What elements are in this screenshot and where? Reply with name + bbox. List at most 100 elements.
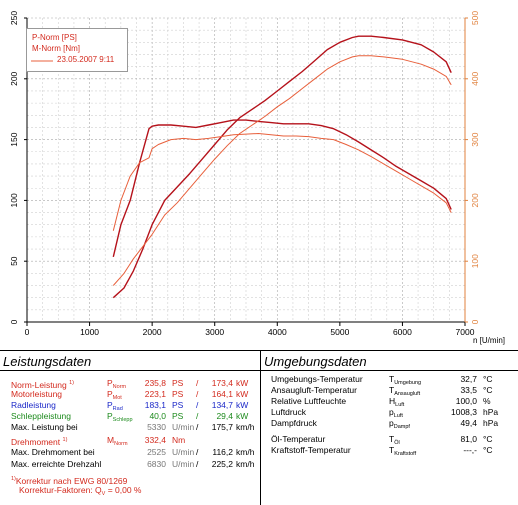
chart-legend: P-Norm [PS] M-Norm [Nm] 23.05.2007 9:11 — [26, 28, 128, 72]
umg-row-4-unit: hPa — [483, 418, 499, 428]
x-tick-label: 6000 — [393, 327, 412, 337]
umg-row-3-label: Luftdruck — [271, 407, 306, 417]
row-radleistung-v1: 183,1 — [144, 400, 166, 410]
y-right-tick-label: 200 — [470, 193, 480, 207]
row-schleppleistung-sym: PSchlepp — [107, 411, 133, 423]
x-axis-label: n [U/min] — [473, 336, 505, 345]
row-max-leistung-u2: km/h — [236, 422, 255, 432]
y-left-tick-label: 250 — [9, 11, 19, 25]
row-schleppleistung-u1: PS — [172, 411, 184, 421]
row-drehmoment-label: Drehmoment 1) — [11, 436, 68, 447]
row-motorleistung-sep: / — [196, 389, 199, 399]
footnote-korrektur: 1)Korrektur nach EWG 80/1269 — [11, 475, 128, 486]
umgebungsdaten-panel: Umgebungsdaten Umgebungs-Temperatur TUmg… — [260, 350, 518, 505]
umg-row-4-val: 49,4 — [460, 418, 477, 428]
x-tick-label: 4000 — [268, 327, 287, 337]
legend-line3: 23.05.2007 9:11 — [57, 55, 115, 64]
series-line-0 — [112, 35, 452, 299]
umg-row-5-label: Öl-Temperatur — [271, 434, 326, 444]
row-radleistung-sep: / — [196, 400, 199, 410]
y-left-tick-label: 100 — [9, 193, 19, 207]
legend-line1: P-Norm [PS] — [32, 33, 77, 42]
row-max-leistung-sep: / — [196, 422, 199, 432]
row-radleistung-label: Radleistung — [11, 400, 56, 410]
row-norm-leistung-sep: / — [196, 378, 199, 388]
row-max-drehmoment-u2: km/h — [236, 447, 255, 457]
footnote-faktoren: Korrektur-Faktoren: QV = 0,00 % — [19, 485, 142, 497]
umg-row-4-sym: pDampf — [389, 418, 410, 430]
row-motorleistung-v1: 223,1 — [144, 389, 166, 399]
umg-row-6-sym: TKraftstoff — [389, 445, 417, 457]
row-max-drehmoment-v1: 2525 — [147, 447, 166, 457]
y-right-tick-label: 500 — [470, 11, 480, 25]
umg-row-5-sym: TÖl — [389, 434, 400, 446]
row-max-leistung-v2: 175,7 — [211, 422, 233, 432]
x-tick-label: 3000 — [205, 327, 224, 337]
series-line-3 — [112, 133, 452, 231]
umg-row-2-val: 100,0 — [455, 396, 477, 406]
row-max-drehzahl-u1: U/min — [172, 459, 195, 469]
umg-row-6-label: Kraftstoff-Temperatur — [271, 445, 351, 455]
row-norm-leistung-u1: PS — [172, 378, 184, 388]
umg-row-1-val: 33,5 — [460, 385, 477, 395]
y-right-tick-label: 0 — [470, 319, 480, 324]
row-max-drehmoment-u1: U/min — [172, 447, 195, 457]
row-norm-leistung-u2: kW — [236, 378, 249, 388]
row-max-drehzahl-v2: 225,2 — [211, 459, 233, 469]
row-schleppleistung-u2: kW — [236, 411, 249, 421]
row-motorleistung-label: Motorleistung — [11, 389, 63, 399]
x-tick-label: 0 — [25, 327, 30, 337]
x-tick-label: 7000 — [456, 327, 475, 337]
row-max-drehzahl-v1: 6830 — [147, 459, 166, 469]
x-tick-label: 1000 — [80, 327, 99, 337]
row-schleppleistung-sep: / — [196, 411, 199, 421]
umg-row-5-unit: °C — [483, 434, 493, 444]
row-radleistung-u2: kW — [236, 400, 249, 410]
y-left-tick-label: 0 — [9, 319, 19, 324]
series-line-2 — [112, 55, 452, 286]
row-radleistung-v2: 134,7 — [211, 400, 233, 410]
umg-row-1-unit: °C — [483, 385, 493, 395]
row-max-drehmoment-sep: / — [196, 447, 199, 457]
umg-row-0-unit: °C — [483, 374, 493, 384]
y-right-tick-label: 400 — [470, 71, 480, 85]
row-radleistung-sym: PRad — [107, 400, 123, 412]
y-right-tick-label: 300 — [470, 132, 480, 146]
row-radleistung-u1: PS — [172, 400, 184, 410]
umg-row-5-val: 81,0 — [460, 434, 477, 444]
x-tick-label: 2000 — [143, 327, 162, 337]
legend-line2: M-Norm [Nm] — [32, 44, 80, 53]
row-max-leistung-u1: U/min — [172, 422, 195, 432]
row-norm-leistung-sym: PNorm — [107, 378, 127, 390]
umg-row-6-val: ---,- — [463, 445, 477, 455]
umg-row-3-sym: pLuft — [389, 407, 403, 419]
row-motorleistung-sym: PMot — [107, 389, 122, 401]
row-max-drehzahl-sep: / — [196, 459, 199, 469]
row-schleppleistung-label: Schleppleistung — [11, 411, 72, 421]
row-norm-leistung-label: Norm-Leistung 1) — [11, 379, 75, 390]
row-norm-leistung-v1: 235,8 — [144, 378, 166, 388]
umg-row-6-unit: °C — [483, 445, 493, 455]
umg-row-2-sym: HLuft — [389, 396, 405, 408]
row-drehmoment-v1: 332,4 — [144, 435, 166, 445]
series-line-1 — [112, 119, 452, 258]
x-tick-label: 5000 — [330, 327, 349, 337]
row-max-drehmoment-v2: 116,2 — [212, 447, 233, 457]
umg-row-0-val: 32,7 — [460, 374, 477, 384]
legend-swatch — [31, 60, 53, 62]
y-left-tick-label: 200 — [9, 71, 19, 85]
umg-row-0-sym: TUmgebung — [389, 374, 422, 386]
umg-row-2-label: Relative Luftfeuchte — [271, 396, 347, 406]
row-motorleistung-v2: 164,1 — [211, 389, 233, 399]
y-left-tick-label: 50 — [9, 256, 19, 266]
row-motorleistung-u2: kW — [236, 389, 249, 399]
row-max-leistung-label: Max. Leistung bei — [11, 422, 78, 432]
umg-row-4-label: Dampfdruck — [271, 418, 317, 428]
umg-row-2-unit: % — [483, 396, 491, 406]
umg-row-3-unit: hPa — [483, 407, 499, 417]
row-schleppleistung-v2: 29,4 — [216, 411, 233, 421]
row-motorleistung-u1: PS — [172, 389, 184, 399]
row-max-drehmoment-label: Max. Drehmoment bei — [11, 447, 95, 457]
umg-row-1-sym: TAnsaugluft — [389, 385, 421, 397]
leistungsdaten-title: Leistungsdaten — [3, 354, 92, 369]
